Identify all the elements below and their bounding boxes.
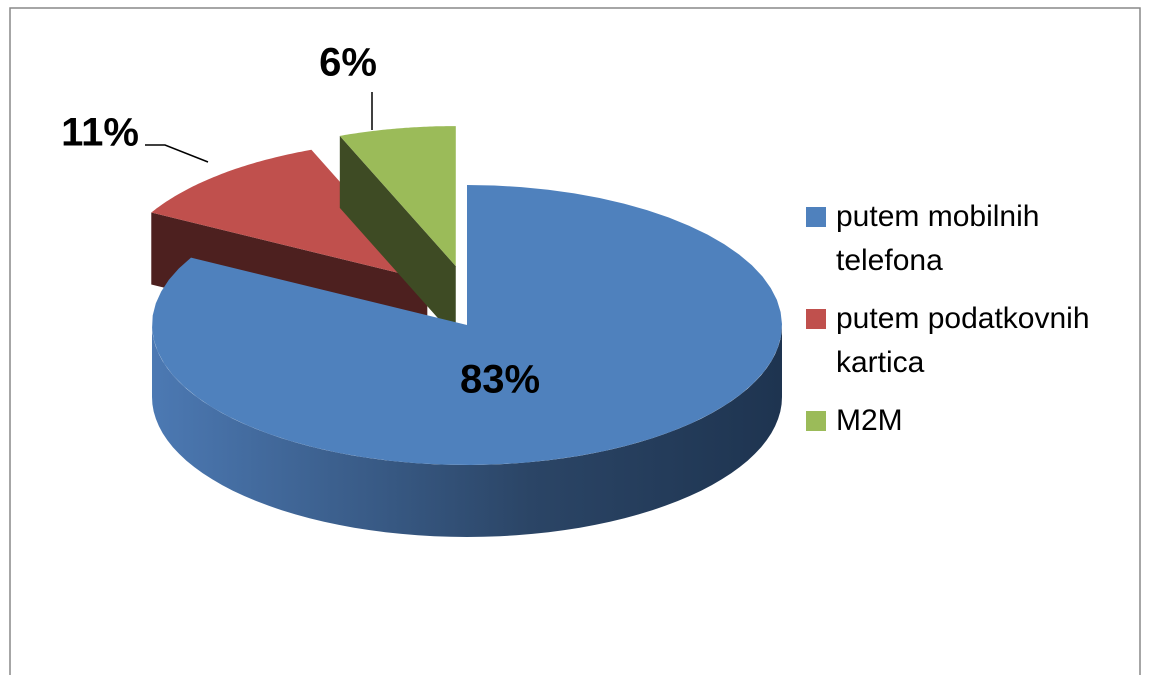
legend-swatch xyxy=(806,309,826,329)
legend-swatch xyxy=(806,207,826,227)
slice-top xyxy=(151,149,428,280)
legend-label: putem mobilnih telefona xyxy=(836,200,1040,277)
legend-label: putem podatkovnih kartica xyxy=(836,302,1090,379)
data-label: 11% xyxy=(61,111,139,155)
slice-top xyxy=(339,126,456,267)
legend-swatch xyxy=(806,411,826,431)
slice xyxy=(152,185,783,537)
legend-item: putem mobilnih telefona xyxy=(806,195,1126,283)
data-label: 6% xyxy=(319,41,377,85)
chart-border xyxy=(9,7,1141,675)
legend-item: M2M xyxy=(806,399,1126,443)
legend: putem mobilnih telefona putem podatkovnih… xyxy=(806,195,1126,457)
legend-item: putem podatkovnih kartica xyxy=(806,297,1126,385)
legend-label: M2M xyxy=(836,404,903,437)
slice-side xyxy=(339,135,456,339)
leader-line xyxy=(145,144,209,163)
slice xyxy=(339,126,456,339)
data-label: 83% xyxy=(460,358,540,402)
slice-wall xyxy=(152,325,782,537)
slice-top xyxy=(152,185,783,465)
